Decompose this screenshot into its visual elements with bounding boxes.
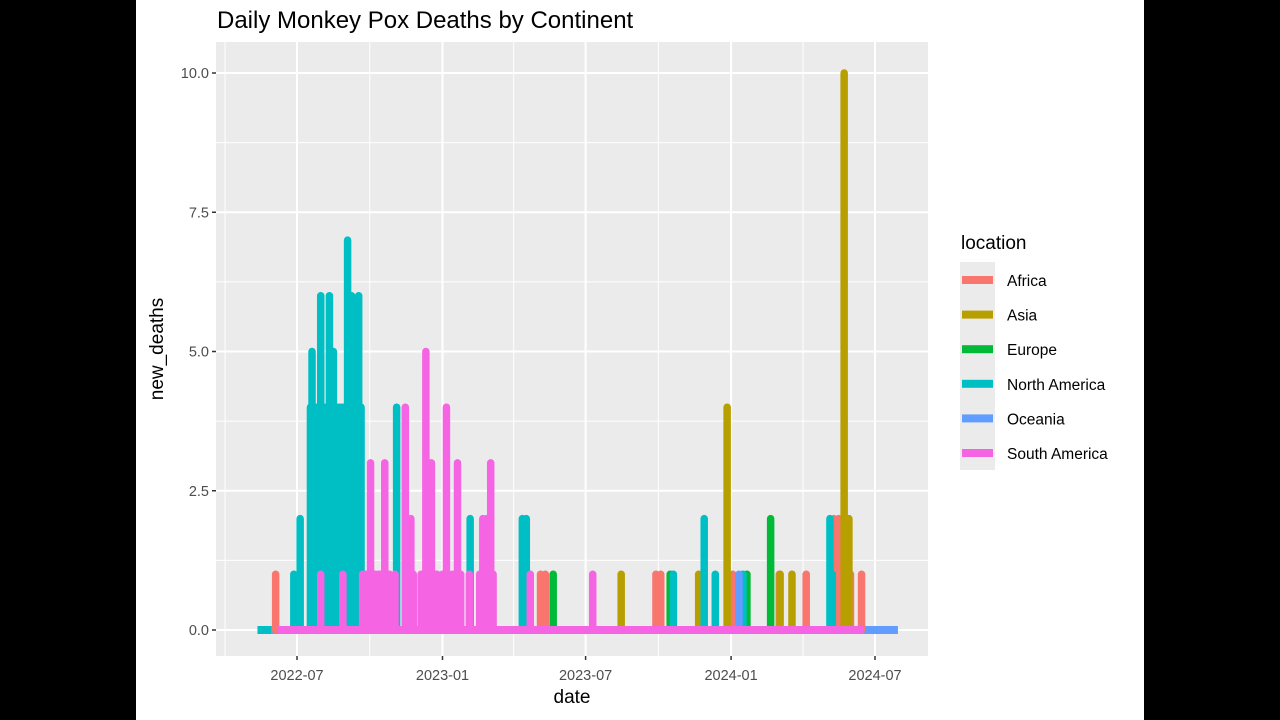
legend-label: Asia xyxy=(1007,308,1038,325)
legend-item-asia: Asia xyxy=(962,308,1038,325)
x-tick-label: 2024-01 xyxy=(704,668,757,684)
legend-item-north-america: North America xyxy=(962,377,1106,394)
legend-item-oceania: Oceania xyxy=(962,411,1065,428)
plot-canvas: Daily Monkey Pox Deaths by Continent 0.0… xyxy=(136,0,1144,720)
legend: location Africa Asia Europe North America Oc… xyxy=(960,233,1108,470)
x-axis-title: date xyxy=(554,687,591,708)
legend-title: location xyxy=(961,233,1027,254)
x-tick-label: 2023-01 xyxy=(416,668,469,684)
legend-label: Oceania xyxy=(1007,411,1065,428)
y-tick-label: 5.0 xyxy=(189,345,209,361)
chart: Daily Monkey Pox Deaths by Continent 0.0… xyxy=(147,7,1108,708)
y-axis-title: new_deaths xyxy=(147,298,168,400)
legend-label: Africa xyxy=(1007,273,1047,290)
legend-item-africa: Africa xyxy=(962,273,1047,290)
x-axis: 2022-07 2023-01 2023-07 2024-01 2024-07 xyxy=(270,656,902,684)
legend-label: Europe xyxy=(1007,342,1057,359)
y-tick-label: 2.5 xyxy=(189,484,209,500)
legend-key-background xyxy=(960,262,995,470)
series-spikes xyxy=(271,69,866,634)
legend-items: Africa Asia Europe North America Oceania Sout… xyxy=(962,273,1108,463)
legend-key-swatch xyxy=(962,276,993,284)
legend-key-swatch xyxy=(962,449,993,457)
legend-label: North America xyxy=(1007,377,1106,394)
y-tick-label: 10.0 xyxy=(181,66,209,82)
x-tick-label: 2024-07 xyxy=(848,668,901,684)
y-tick-label: 7.5 xyxy=(189,205,209,221)
y-axis: 0.0 2.5 5.0 7.5 10.0 xyxy=(181,66,216,639)
y-tick-label: 0.0 xyxy=(189,623,209,639)
legend-item-europe: Europe xyxy=(962,342,1057,359)
legend-label: South America xyxy=(1007,446,1108,463)
x-tick-label: 2022-07 xyxy=(270,668,323,684)
legend-key-swatch xyxy=(962,345,993,354)
legend-key-swatch xyxy=(962,414,993,423)
x-tick-label: 2023-07 xyxy=(559,668,612,684)
series-asia xyxy=(617,69,853,634)
legend-key-swatch xyxy=(962,379,993,388)
chart-title: Daily Monkey Pox Deaths by Continent xyxy=(217,7,634,34)
legend-item-south-america: South America xyxy=(962,446,1108,463)
series-south-america xyxy=(316,347,597,634)
legend-key-swatch xyxy=(962,310,993,319)
